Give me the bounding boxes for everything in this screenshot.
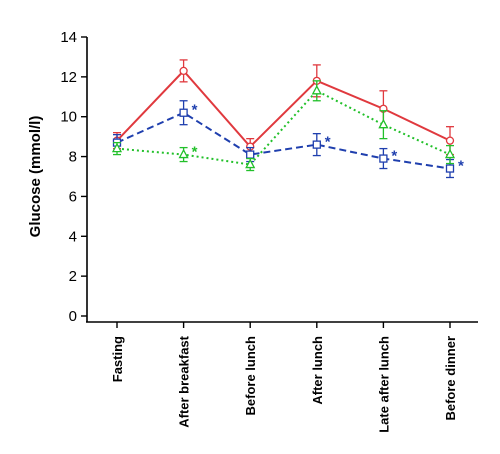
x-tick-label: Before lunch [243, 336, 258, 416]
significance-star: * [458, 158, 464, 175]
series-line [116, 89, 451, 166]
data-point [312, 140, 321, 149]
y-tick-label: 4 [69, 228, 77, 245]
significance-star: * [325, 134, 331, 151]
x-tick-label: Late after lunch [376, 336, 391, 433]
significance-star: * [192, 102, 198, 119]
data-point [444, 148, 456, 159]
series-line [116, 111, 451, 170]
y-tick-label: 12 [60, 69, 77, 86]
data-point [445, 136, 455, 145]
y-tick-label: 2 [69, 268, 77, 285]
data-point [111, 142, 123, 153]
data-point [445, 164, 455, 173]
significance-star: * [391, 148, 397, 165]
x-tick-label: After breakfast [177, 335, 192, 427]
x-tick-label: Fasting [110, 336, 125, 382]
data-point [178, 148, 189, 159]
x-tick-label: After lunch [310, 336, 325, 405]
x-tick-label: Before dinner [443, 336, 458, 421]
y-tick-label: 0 [69, 308, 77, 325]
data-point [379, 154, 388, 163]
data-point [246, 150, 255, 159]
significance-star: * [192, 144, 198, 161]
data-point [179, 66, 188, 76]
data-point [179, 108, 188, 117]
y-tick-label: 10 [60, 109, 77, 126]
series-line [116, 69, 451, 149]
data-point [378, 118, 389, 129]
y-tick-label: 8 [69, 149, 77, 166]
y-axis-label: Glucose (mmol/l) [27, 116, 44, 238]
data-point [311, 84, 322, 95]
y-tick-label: 6 [69, 188, 77, 205]
data-point [245, 158, 256, 169]
y-tick-label: 14 [60, 29, 77, 46]
